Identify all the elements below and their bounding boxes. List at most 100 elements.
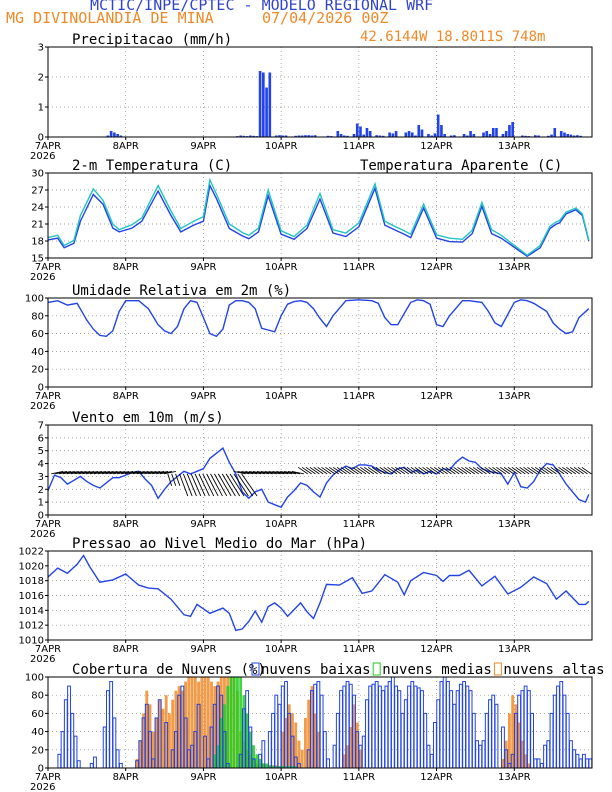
pressure-xtick-label: 12APR xyxy=(420,644,453,655)
wind-arrow xyxy=(109,471,122,475)
wind-arrow xyxy=(190,473,202,497)
wind-arrow xyxy=(128,471,141,475)
cloud-bar-nuvens-baixas xyxy=(455,690,460,769)
precip-bar xyxy=(242,135,246,137)
cloud-bar-nuvens-baixas xyxy=(581,753,586,769)
cloud-legend-nuvens-altas: nuvens altas xyxy=(503,662,604,678)
chart-header-title: MCTIC/INPE/CPTEC - MODELO REGIONAL WRF xyxy=(90,0,434,14)
wind-arrow xyxy=(156,471,169,475)
wind-arrow xyxy=(503,466,514,475)
wind-arrow xyxy=(402,466,413,475)
rh-title: Umidade Relativa em 2m (%) xyxy=(72,283,291,299)
wind-arrow xyxy=(121,471,134,475)
temp-ytick-label: 24 xyxy=(31,203,44,214)
cloud-bar-nuvens-baixas xyxy=(381,690,386,769)
cloud-bar-nuvens-baixas xyxy=(471,712,476,769)
cloud-bar-nuvens-altas xyxy=(138,740,142,768)
cloud-bar-nuvens-altas xyxy=(180,690,184,768)
precip-bar xyxy=(388,132,391,137)
cloud-bar-nuvens-altas xyxy=(349,727,353,768)
rh-xtick-label: 9APR xyxy=(190,391,216,402)
precip-bar xyxy=(482,132,485,137)
wind-arrow xyxy=(457,466,468,475)
precip-bar xyxy=(537,135,540,137)
precip-bar xyxy=(404,132,408,137)
cloud-bar-nuvens-baixas xyxy=(93,756,97,769)
wind-arrow xyxy=(573,466,584,475)
wind-arrow xyxy=(268,471,281,475)
precip-bar xyxy=(378,135,382,137)
cloud-bar-nuvens-baixas xyxy=(403,699,408,769)
cloud-bar-nuvens-medias xyxy=(226,686,230,768)
cloud-bar-nuvens-medias xyxy=(219,717,223,768)
wind-arrow xyxy=(395,466,406,475)
rh-series-line-0 xyxy=(47,299,590,338)
cloud-bar-nuvens-baixas xyxy=(70,712,75,769)
wind-arrow xyxy=(484,466,495,475)
precip-bar xyxy=(430,135,434,137)
wind-arrow xyxy=(198,473,210,497)
cloud-bar-nuvens-altas xyxy=(177,686,181,768)
cloud-bar-nuvens-altas xyxy=(297,740,301,768)
cloud-bar-nuvens-altas xyxy=(213,686,217,768)
precip-bar xyxy=(443,134,446,137)
wind-arrow xyxy=(124,471,138,475)
cloud-bar-nuvens-altas xyxy=(304,717,307,768)
temp-ytick-label: 15 xyxy=(31,254,44,265)
temp-series-line-0 xyxy=(47,183,590,258)
cloud-bar-nuvens-altas xyxy=(203,677,207,768)
wind-arrow xyxy=(179,473,189,497)
cloud-bar-nuvens-baixas xyxy=(63,699,68,769)
wind-arrow xyxy=(221,473,236,497)
precip-bar xyxy=(116,134,119,137)
wind-arrow xyxy=(352,466,363,475)
wind-arrow xyxy=(159,471,173,475)
pressure-xtick-label: 8APR xyxy=(113,644,139,655)
wind-arrow xyxy=(468,466,479,475)
temp-xtick-label: 9APR xyxy=(190,262,216,273)
pressure-title: Pressao ao Nivel Medio do Mar (hPa) xyxy=(72,536,367,552)
wind-ytick-label: 0 xyxy=(38,511,44,522)
temp-xtick-label: 12APR xyxy=(420,262,453,273)
cloud-bar-nuvens-baixas xyxy=(552,694,557,769)
wind-arrow xyxy=(182,473,193,497)
cloud-bar-nuvens-medias xyxy=(255,754,259,768)
wind-arrow xyxy=(291,471,304,475)
wind-arrow xyxy=(527,466,538,475)
cloud-bar-nuvens-baixas xyxy=(374,681,379,769)
precip-bar xyxy=(417,125,421,137)
cloud-bar-nuvens-altas xyxy=(307,699,311,768)
wind-arrow xyxy=(217,473,232,497)
cloud-bar-nuvens-baixas xyxy=(465,685,470,769)
wind-arrow xyxy=(379,466,390,475)
cloud-bar-nuvens-medias xyxy=(216,745,220,768)
cloud-bar-nuvens-baixas xyxy=(335,712,340,769)
wind-xtick-label: 12APR xyxy=(420,519,453,530)
precip-bar xyxy=(427,134,430,137)
cloud-bar-nuvens-baixas xyxy=(494,703,499,769)
wind-arrow xyxy=(245,471,258,475)
precip-bar xyxy=(524,135,527,137)
precip-bar xyxy=(352,134,356,137)
wind-ytick-label: 5 xyxy=(38,446,44,457)
cloud-bar-nuvens-altas xyxy=(281,731,285,768)
wind-arrow xyxy=(550,466,561,475)
cloud-bar-nuvens-altas xyxy=(300,749,304,768)
wind-arrow xyxy=(280,471,293,475)
precip-bar xyxy=(501,134,505,137)
cloud-bar-nuvens-medias xyxy=(252,745,256,768)
wind-arrow xyxy=(511,466,522,475)
cloud-bar-nuvens-medias xyxy=(258,758,262,768)
clouds-xtick-label: 8APR xyxy=(113,772,139,783)
cloud-bar-nuvens-altas xyxy=(190,677,194,768)
cloud-legend-swatch xyxy=(251,662,260,676)
cloud-bar-nuvens-baixas xyxy=(439,681,444,769)
cloud-bar-nuvens-altas xyxy=(142,713,145,768)
cloud-bar-nuvens-baixas xyxy=(559,681,564,769)
cloud-bar-nuvens-altas xyxy=(193,677,197,768)
precip-bar xyxy=(300,135,304,137)
rh-ytick-label: 100 xyxy=(25,294,44,305)
precip-bar xyxy=(339,134,343,137)
wind-arrow xyxy=(284,471,297,475)
cloud-bar-nuvens-baixas xyxy=(539,762,544,769)
